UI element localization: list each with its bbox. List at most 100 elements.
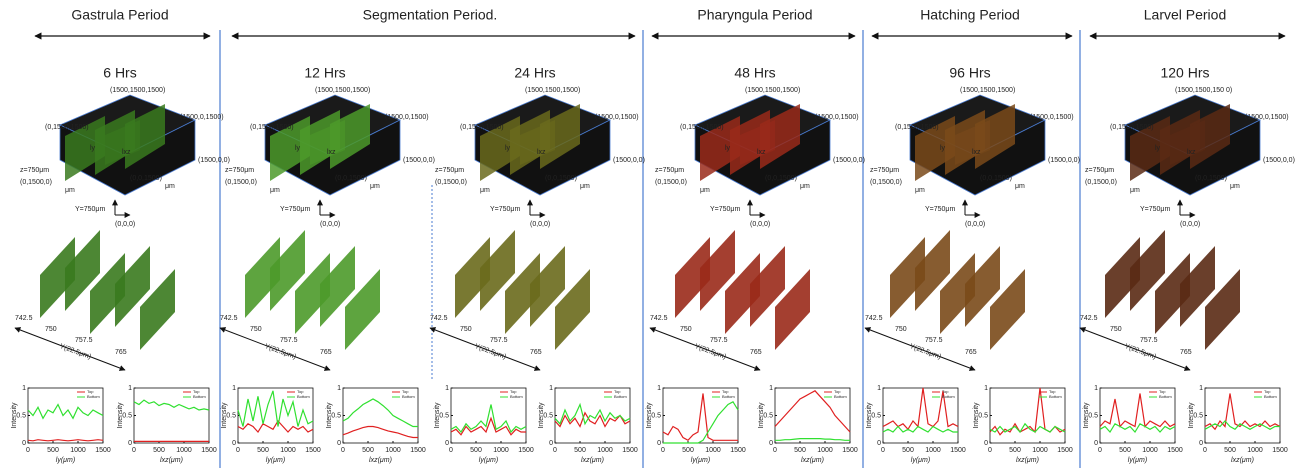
x-tick-label: 500 <box>1119 447 1131 454</box>
coord-label: μm <box>370 183 380 190</box>
x-tick-label: 0 <box>661 447 665 454</box>
x-tick-label: 1000 <box>1247 447 1263 454</box>
x-axis-label: ly(μm) <box>1128 457 1147 464</box>
x-tick-label: 500 <box>682 447 694 454</box>
x-tick-label: 500 <box>902 447 914 454</box>
x-axis-label: lxz(μm) <box>1016 457 1039 464</box>
coord-label: Y=750μm <box>490 206 520 213</box>
period-title: Pharyngula Period <box>697 7 812 23</box>
x-tick-label: 0 <box>881 447 885 454</box>
coord-label: ly <box>295 145 301 152</box>
coord-label: lxz <box>537 149 546 156</box>
slice-label: 742.5 <box>1080 315 1098 322</box>
coord-label: lxz <box>972 149 981 156</box>
x-tick-label: 1500 <box>842 447 858 454</box>
x-tick-label: 1000 <box>70 447 86 454</box>
y-tick-label: 0 <box>549 440 553 447</box>
coord-label: (1500,0,1500) <box>180 114 224 121</box>
coord-label: lxz <box>327 149 336 156</box>
y-tick-label: 1 <box>337 385 341 392</box>
x-tick-label: 1500 <box>201 447 217 454</box>
coord-label: (1500,0,0) <box>198 157 230 164</box>
x-tick-label: 1500 <box>950 447 966 454</box>
slice-label: 750 <box>250 326 262 333</box>
x-axis-label: ly(μm) <box>911 457 930 464</box>
coord-label: (0,1500,0) <box>1085 179 1117 186</box>
x-tick-label: 500 <box>470 447 482 454</box>
legend-label: Bottom <box>942 394 955 399</box>
y-axis-label: Intensity <box>221 402 228 429</box>
y-tick-label: 1 <box>657 385 661 392</box>
coord-label: (0,1500,1500) <box>250 124 294 131</box>
volume-box <box>910 95 1045 195</box>
y-tick-label: 1 <box>128 385 132 392</box>
y-tick-label: 1 <box>1199 385 1203 392</box>
x-tick-label: 1000 <box>385 447 401 454</box>
y-tick-label: 0 <box>445 440 449 447</box>
slice-label: 750 <box>460 326 472 333</box>
coord-label: ly <box>940 145 946 152</box>
coord-label: lxz <box>1187 149 1196 156</box>
coord-label: (0,0,0) <box>750 221 770 228</box>
x-tick-label: 500 <box>257 447 269 454</box>
y-axis-label: Intensity <box>538 402 545 429</box>
x-tick-label: 1000 <box>597 447 613 454</box>
coord-label: (0,0,1500) <box>335 175 367 182</box>
slice-label: 757.5 <box>490 337 508 344</box>
x-tick-label: 1500 <box>1167 447 1183 454</box>
x-tick-label: 0 <box>341 447 345 454</box>
slice-label: 757.5 <box>925 337 943 344</box>
legend-label: Bottom <box>1159 394 1172 399</box>
coord-label: (0,1500,1500) <box>460 124 504 131</box>
hours: 120 Hrs <box>1160 65 1209 81</box>
slice-label: Y(22.5μm) <box>474 343 507 361</box>
volume-box <box>1125 95 1260 195</box>
slice-label: 750 <box>680 326 692 333</box>
y-axis-label: Intensity <box>758 402 765 429</box>
coord-label: (1500,1500,1500) <box>525 87 580 94</box>
volume-box <box>60 95 195 195</box>
slice-label: 765 <box>965 349 977 356</box>
period-title: Gastrula Period <box>71 7 168 23</box>
hours: 96 Hrs <box>949 65 990 81</box>
x-tick-label: 0 <box>1098 447 1102 454</box>
y-tick-label: 1 <box>22 385 26 392</box>
coord-label: (1500,1500,1500) <box>745 87 800 94</box>
coord-label: (0,0,0) <box>965 221 985 228</box>
y-tick-label: 0 <box>337 440 341 447</box>
slice-label: 742.5 <box>15 315 33 322</box>
coord-label: μm <box>1130 187 1140 194</box>
slice-label: 750 <box>895 326 907 333</box>
slice-label: 765 <box>320 349 332 356</box>
y-tick-label: 0 <box>232 440 236 447</box>
y-tick-label: 0 <box>769 440 773 447</box>
y-tick-label: 0 <box>1094 440 1098 447</box>
x-tick-label: 0 <box>773 447 777 454</box>
slice-label: 757.5 <box>1140 337 1158 344</box>
x-axis-label: lxz(μm) <box>369 457 392 464</box>
coord-label: Y=750μm <box>710 206 740 213</box>
slice-label: 742.5 <box>430 315 448 322</box>
coord-label: μm <box>270 187 280 194</box>
y-tick-label: 1 <box>769 385 773 392</box>
slice-label: 742.5 <box>650 315 668 322</box>
coord-label: (0,1500,0) <box>655 179 687 186</box>
coord-label: (0,0,0) <box>320 221 340 228</box>
hours: 12 Hrs <box>304 65 345 81</box>
x-tick-label: 1000 <box>280 447 296 454</box>
x-tick-label: 0 <box>236 447 240 454</box>
slice-label: 750 <box>45 326 57 333</box>
slice-label: 757.5 <box>710 337 728 344</box>
coord-label: (0,0,0) <box>530 221 550 228</box>
coord-label: μm <box>700 187 710 194</box>
legend-label: Bottom <box>510 394 523 399</box>
coord-label: z=750μm <box>20 167 49 174</box>
x-tick-label: 500 <box>362 447 374 454</box>
coord-label: lxz <box>122 149 131 156</box>
x-tick-label: 0 <box>553 447 557 454</box>
coord-label: (0,1500,0) <box>870 179 902 186</box>
coord-label: ly <box>90 145 96 152</box>
x-tick-label: 1500 <box>622 447 638 454</box>
x-tick-label: 0 <box>26 447 30 454</box>
coord-label: z=750μm <box>225 167 254 174</box>
